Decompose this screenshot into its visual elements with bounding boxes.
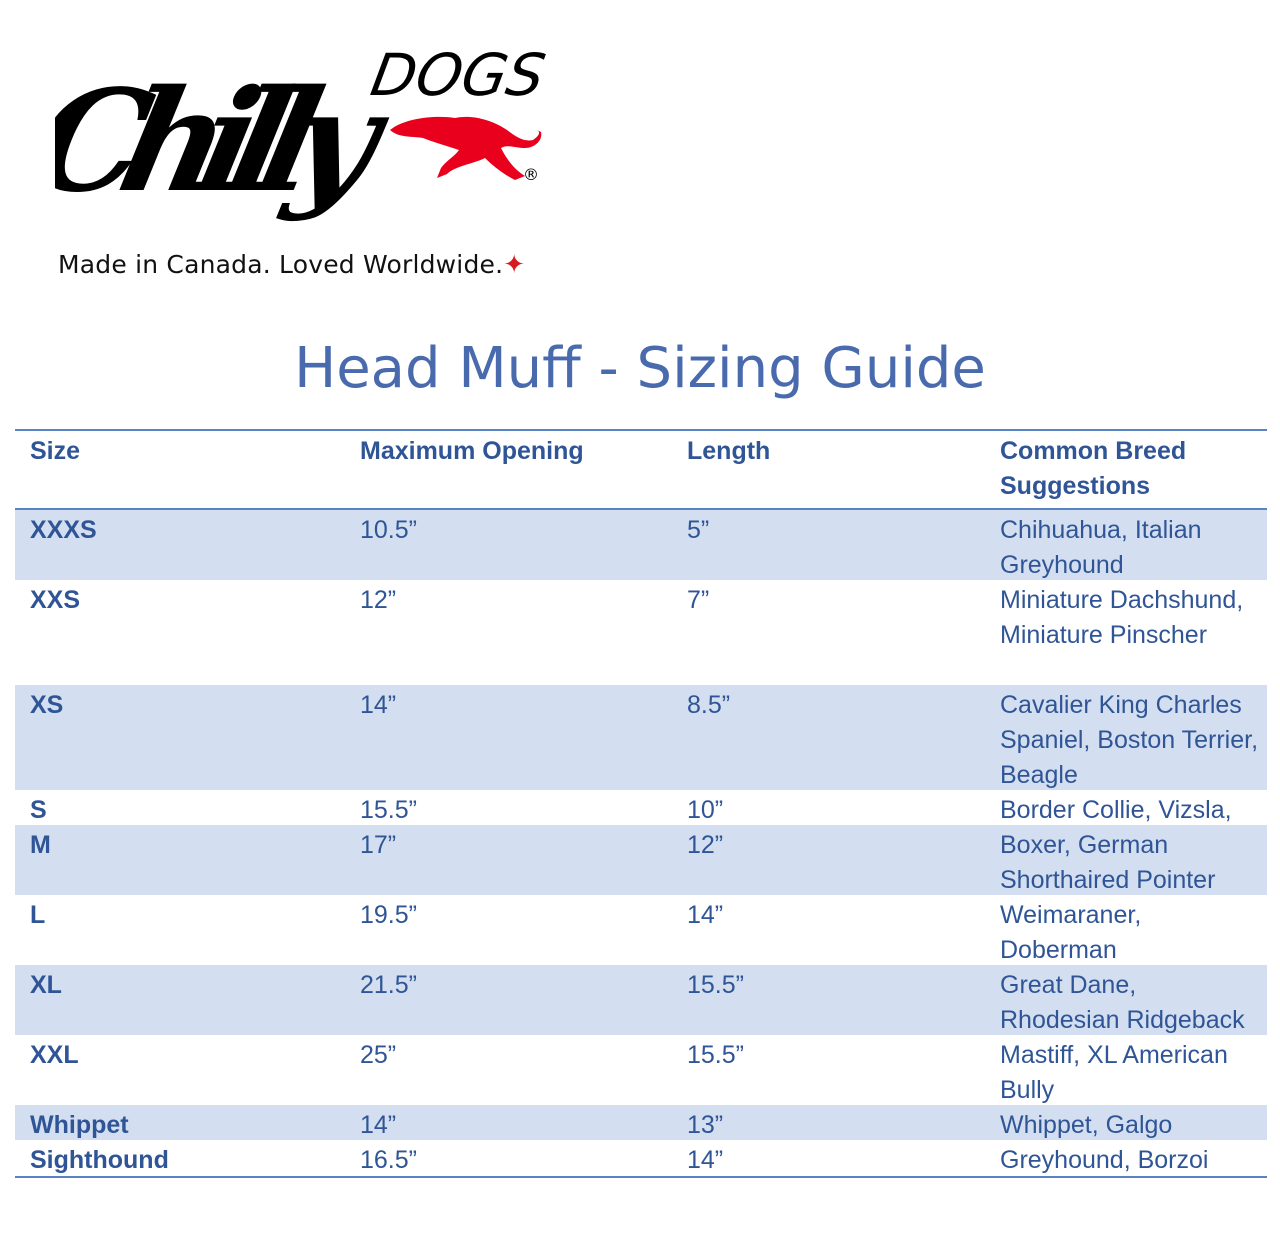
svg-text:DOGS: DOGS — [366, 41, 550, 108]
cell-length: 15.5” — [687, 971, 744, 999]
cell-length: 12” — [687, 831, 724, 859]
cell-opening: 17” — [360, 831, 397, 859]
header-size: Size — [30, 437, 81, 465]
cell-length: 13” — [687, 1111, 724, 1139]
page-title: Head Muff - Sizing Guide — [294, 336, 986, 401]
cell-opening: 15.5” — [360, 796, 417, 824]
sizing-table: Size Maximum Opening Length Common Breed… — [15, 429, 1267, 1178]
cell-opening: 14” — [360, 1111, 397, 1139]
header-breeds: Common Breed Suggestions — [1000, 437, 1187, 500]
cell-opening: 10.5” — [360, 516, 417, 544]
chilly-dogs-logo: Chilly DOGS ® — [19, 30, 575, 290]
cell-opening: 14” — [360, 691, 397, 719]
header-length: Length — [687, 437, 771, 465]
cell-length: 14” — [687, 901, 724, 929]
cell-size: L — [30, 901, 46, 929]
cell-breeds: Weimaraner, Doberman — [1000, 901, 1142, 964]
table-row: Whippet 14” 13” Whippet, Galgo — [15, 1105, 1267, 1140]
cell-breeds: Boxer, German Shorthaired Pointer — [1000, 831, 1216, 894]
cell-breeds: Chihuahua, Italian Greyhound — [1000, 516, 1202, 579]
cell-length: 14” — [687, 1146, 724, 1174]
table-row: S 15.5” 10” Border Collie, Vizsla, — [15, 790, 1267, 825]
svg-text:®: ® — [523, 165, 539, 184]
cell-length: 7” — [687, 586, 710, 614]
cell-size: S — [30, 796, 47, 824]
cell-opening: 19.5” — [360, 901, 417, 929]
cell-size: XS — [30, 691, 64, 719]
table-row: XS 14” 8.5” Cavalier King Charles Spaniel, … — [15, 685, 1267, 790]
running-dog-icon — [390, 116, 542, 180]
cell-length: 15.5” — [687, 1041, 744, 1069]
cell-size: XL — [30, 971, 62, 999]
cell-opening: 12” — [360, 586, 397, 614]
cell-breeds: Whippet, Galgo — [1000, 1111, 1173, 1139]
cell-length: 10” — [687, 796, 724, 824]
cell-opening: 25” — [360, 1041, 397, 1069]
cell-breeds: Great Dane, Rhodesian Ridgeback — [1000, 971, 1245, 1034]
tagline: Made in Canada. Loved Worldwide.✦ — [58, 250, 526, 280]
cell-size: M — [30, 831, 51, 859]
cell-size: Sighthound — [30, 1146, 169, 1174]
table-row: XXXS 10.5” 5” Chihuahua, Italian Greyhound — [15, 510, 1267, 580]
maple-leaf-icon: ✦ — [503, 250, 526, 280]
cell-breeds: Cavalier King Charles Spaniel, Boston Te… — [1000, 691, 1259, 789]
table-row: M 17” 12” Boxer, German Shorthaired Pointer — [15, 825, 1267, 895]
cell-opening: 16.5” — [360, 1146, 417, 1174]
cell-breeds: Mastiff, XL American Bully — [1000, 1041, 1228, 1104]
cell-opening: 21.5” — [360, 971, 417, 999]
cell-breeds: Miniature Dachshund, Miniature Pinscher — [1000, 586, 1244, 649]
cell-size: XXXS — [30, 516, 97, 544]
table-row: XXL 25” 15.5” Mastiff, XL American Bully — [15, 1035, 1267, 1105]
cell-length: 8.5” — [687, 691, 731, 719]
cell-size: Whippet — [30, 1111, 129, 1139]
table-row: L 19.5” 14” Weimaraner, Doberman — [15, 895, 1267, 965]
svg-text:Chilly: Chilly — [55, 59, 402, 223]
table-row: XL 21.5” 15.5” Great Dane, Rhodesian Ridgeb… — [15, 965, 1267, 1035]
cell-length: 5” — [687, 516, 710, 544]
table-row: XXS 12” 7” Miniature Dachshund, Miniature P… — [15, 580, 1267, 685]
table-row: Sighthound 16.5” 14” Greyhound, Borzoi — [15, 1140, 1267, 1176]
cell-size: XXS — [30, 586, 81, 614]
header-opening: Maximum Opening — [360, 437, 584, 465]
cell-size: XXL — [30, 1041, 79, 1069]
cell-breeds: Greyhound, Borzoi — [1000, 1146, 1209, 1174]
table-header: Size Maximum Opening Length Common Breed… — [15, 431, 1267, 510]
cell-breeds: Border Collie, Vizsla, — [1000, 796, 1232, 824]
